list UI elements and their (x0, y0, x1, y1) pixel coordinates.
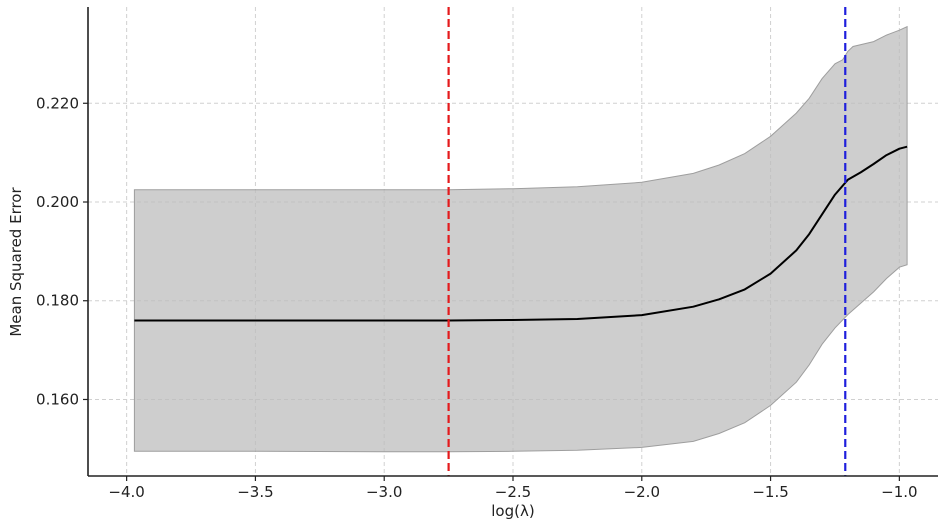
y-tick-label-1: 0.180 (36, 292, 79, 310)
x-tick-label-4: −2.0 (624, 483, 660, 501)
reference-lines (447, 7, 847, 476)
tick-labels: −4.0 −3.5 −3.0 −2.5 −2.0 −1.5 −1.0 0.160 0.180 0.… (36, 94, 918, 501)
x-tick-label-5: −1.5 (752, 483, 788, 501)
x-tick-label-1: −3.5 (237, 483, 273, 501)
error-band (133, 25, 908, 453)
x-axis-label: log(λ) (491, 502, 534, 520)
x-tick-label-6: −1.0 (881, 483, 917, 501)
y-tick-label-0: 0.160 (36, 390, 79, 408)
y-axis-label: Mean Squared Error (7, 187, 25, 337)
mean-mse-line (134, 145, 908, 322)
error-band-layer (133, 25, 908, 453)
x-tick-label-2: −3.0 (366, 483, 402, 501)
x-tick-label-3: −2.5 (495, 483, 531, 501)
y-tick-label-3: 0.220 (36, 94, 79, 112)
series-layer (134, 145, 908, 322)
y-tick-label-2: 0.200 (36, 193, 79, 211)
x-tick-label-0: −4.0 (108, 483, 144, 501)
